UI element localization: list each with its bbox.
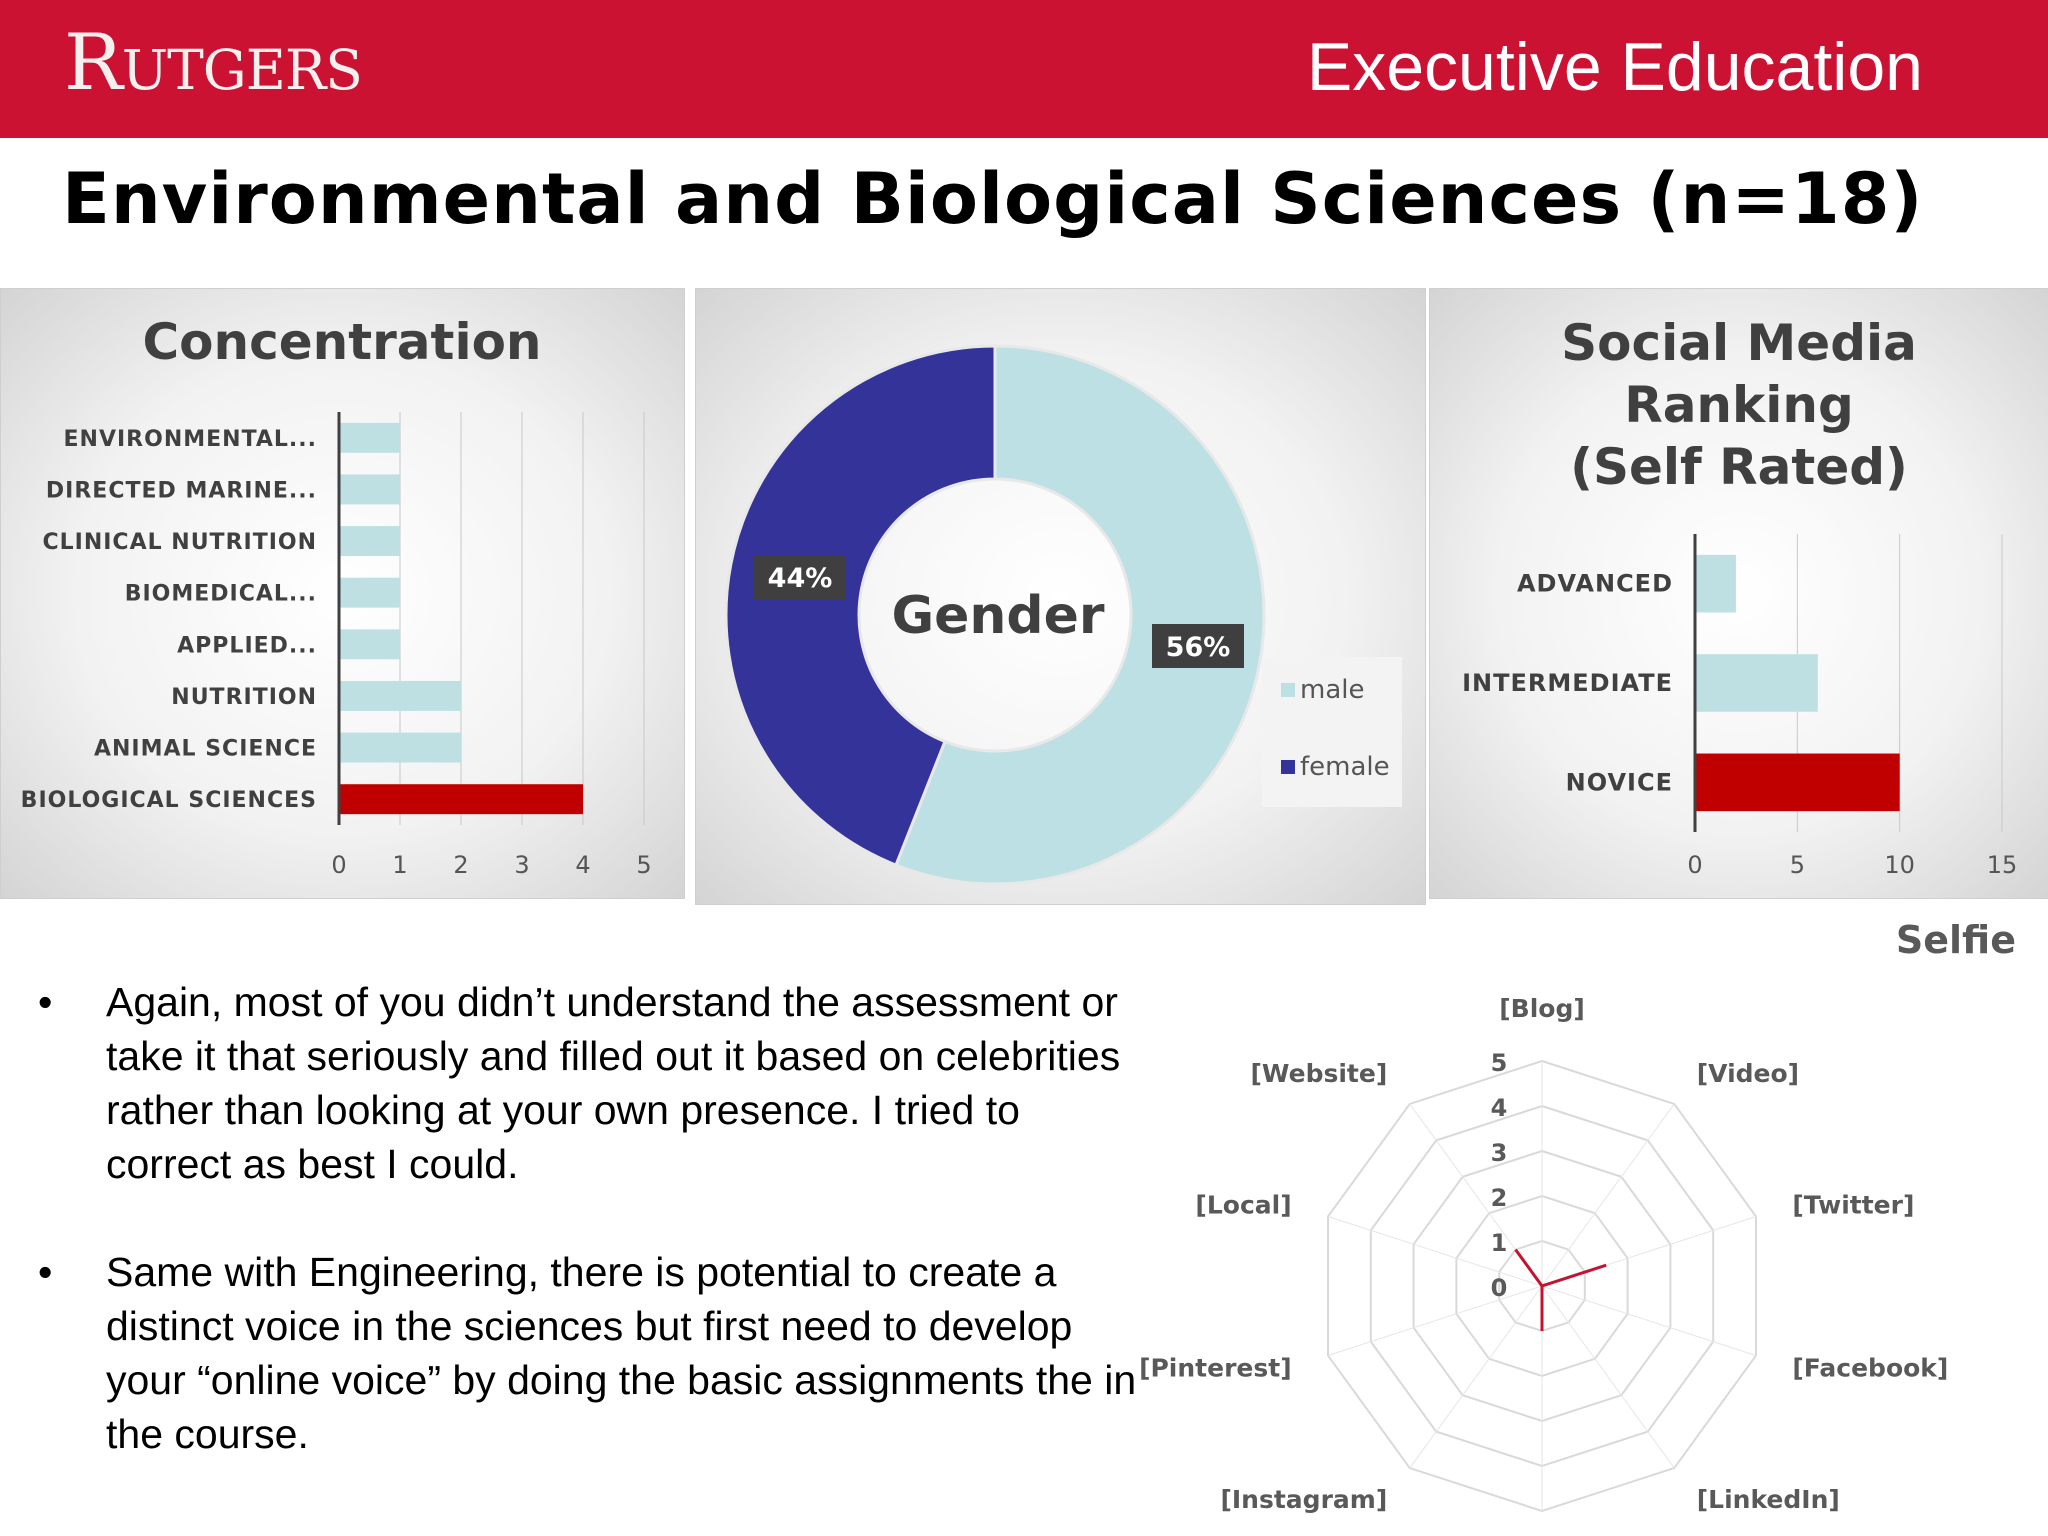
radar-spoke: [1541, 1285, 1757, 1357]
radar-axis-label: [LinkedIn]: [1697, 1485, 1840, 1514]
category-label: BIOMEDICAL...: [125, 582, 317, 607]
bar: [339, 474, 400, 505]
x-tick-label: 5: [636, 851, 651, 879]
header-banner: Rutgers Executive Education: [0, 0, 2048, 138]
donut-center-label: Gender: [891, 586, 1104, 646]
bullet-item: • Same with Engineering, there is potent…: [30, 1245, 1150, 1461]
header-subtitle: Executive Education: [1306, 29, 1923, 105]
pie-slice-female: [724, 344, 997, 868]
concentration-chart-panel: Concentration 0 1 2 3 4 5 ENVIRONMENTAL... DIREC…: [0, 288, 685, 899]
radar-axis-label: [Blog]: [1499, 994, 1585, 1023]
radar-tick-label: 4: [1491, 1094, 1508, 1122]
bullet-list: • Again, most of you didn’t understand t…: [30, 975, 1150, 1515]
page-title: Environmental and Biological Sciences (n…: [62, 158, 1924, 240]
radar-axis-label: [Instagram]: [1220, 1485, 1387, 1514]
bullet-symbol: •: [38, 979, 53, 1025]
bullet-text: Again, most of you didn’t understand the…: [106, 979, 1121, 1187]
chart-title: Selfie: [1896, 918, 2016, 962]
bullet-item: • Again, most of you didn’t understand t…: [30, 975, 1150, 1191]
category-label: DIRECTED MARINE...: [46, 478, 317, 503]
radar-spoke: [1327, 1215, 1543, 1287]
category-label: NUTRITION: [171, 685, 317, 710]
radar-spoke: [1541, 1285, 1675, 1469]
concentration-chart: Concentration 0 1 2 3 4 5 ENVIRONMENTAL... DIREC…: [21, 313, 652, 879]
radar-axis-label: [Twitter]: [1792, 1191, 1914, 1220]
x-tick-label: 5: [1790, 851, 1805, 879]
chart-title: (Self Rated): [1570, 438, 1908, 496]
legend-label-female: female: [1300, 752, 1390, 782]
radar-axis-label: [Facebook]: [1792, 1353, 1948, 1382]
category-label: CLINICAL NUTRITION: [42, 530, 317, 555]
pie-slice-male: [894, 344, 1266, 886]
x-tick-label: 3: [514, 851, 529, 879]
radar-tick-label: 2: [1491, 1184, 1508, 1212]
legend-label-male: male: [1300, 675, 1364, 705]
data-label: 44%: [768, 563, 833, 594]
x-tick-label: 1: [392, 851, 407, 879]
chart-title: Social Media: [1561, 314, 1917, 372]
bullet-symbol: •: [38, 1249, 53, 1295]
bar: [339, 422, 400, 453]
x-tick-label: 15: [1987, 851, 2018, 879]
x-tick-label: 0: [331, 851, 346, 879]
bullet-text: Same with Engineering, there is potentia…: [106, 1249, 1137, 1457]
radar-axis-label: [Website]: [1251, 1059, 1388, 1088]
bar: [339, 732, 461, 763]
category-label: BIOLOGICAL SCIENCES: [21, 788, 317, 813]
radar-axis-label: [Pinterest]: [1140, 1353, 1292, 1382]
radar-spoke: [1327, 1285, 1543, 1357]
radar-series-shape: [1514, 1248, 1607, 1331]
bar: [1695, 753, 1900, 812]
radar-tick-label: 5: [1491, 1049, 1508, 1077]
bar: [339, 784, 583, 815]
x-tick-label: 4: [575, 851, 590, 879]
data-label-box: [1152, 624, 1244, 668]
category-label: INTERMEDIATE: [1462, 669, 1673, 697]
x-tick-label: 2: [453, 851, 468, 879]
selfie-radar-chart: Selfie 0 1 2 3 4 5 [Blog] [Video] [Twitter] [Faceb…: [1140, 918, 2016, 1514]
bar: [339, 629, 400, 660]
category-label: ADVANCED: [1517, 570, 1673, 598]
legend-swatch-female: [1281, 760, 1295, 774]
data-label: 56%: [1166, 632, 1231, 663]
category-label: ANIMAL SCIENCE: [94, 737, 317, 762]
chart-title: Ranking: [1624, 376, 1854, 434]
bar: [339, 577, 400, 608]
radar-spoke: [1541, 1103, 1675, 1287]
category-label: ENVIRONMENTAL...: [64, 427, 317, 452]
radar-spoke: [1409, 1285, 1543, 1469]
gender-chart-panel: 56% 44% Gender male female: [695, 288, 1426, 905]
radar-axis-label: [Video]: [1697, 1059, 1799, 1088]
bar: [339, 526, 400, 557]
social-media-chart-panel: Social Media Ranking (Self Rated) 0 5 10 15 ADV…: [1429, 288, 2048, 899]
data-label-box: [754, 555, 846, 599]
bar: [339, 680, 461, 711]
bar: [1695, 554, 1736, 613]
radar-tick-label: 0: [1491, 1274, 1508, 1302]
x-tick-label: 10: [1884, 851, 1915, 879]
bar: [1695, 654, 1818, 712]
radar-axis-label: [Local]: [1195, 1191, 1291, 1220]
chart-title: Concentration: [142, 313, 541, 371]
category-label: NOVICE: [1566, 768, 1673, 796]
radar-tick-label: 1: [1491, 1229, 1508, 1257]
legend-box: [1262, 657, 1402, 807]
gender-chart: 56% 44% Gender male female: [724, 344, 1402, 886]
legend-swatch-male: [1281, 683, 1295, 697]
x-tick-label: 0: [1687, 851, 1702, 879]
rutgers-logo: Rutgers: [64, 18, 363, 108]
category-label: APPLIED...: [177, 633, 317, 658]
radar-tick-label: 3: [1491, 1139, 1508, 1167]
